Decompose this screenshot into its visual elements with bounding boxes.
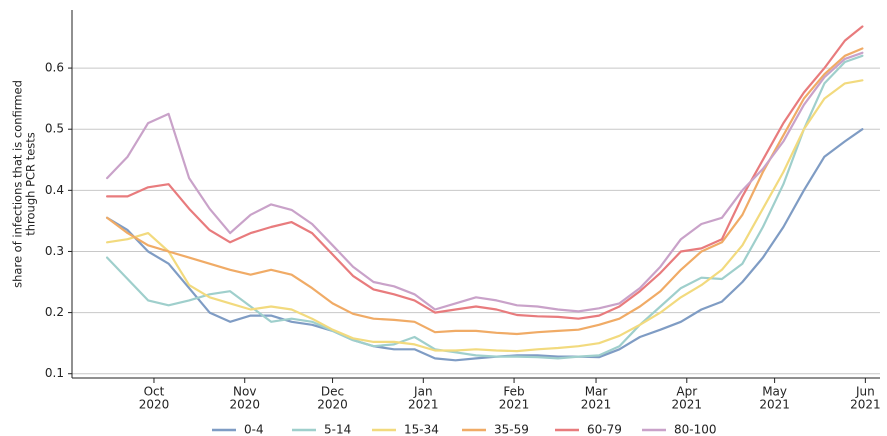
y-axis-label-line: through PCR tests — [24, 132, 38, 236]
x-tick-label: 2021 — [759, 398, 790, 412]
series-line — [106, 25, 864, 320]
legend-label: 15-34 — [404, 423, 439, 436]
x-tick-label: Apr — [676, 385, 697, 399]
series-line — [106, 47, 864, 336]
legend-label: 0-4 — [244, 423, 264, 436]
x-tick-label: 2021 — [408, 398, 439, 412]
x-tick-label: 2021 — [850, 398, 881, 412]
series-line — [106, 128, 864, 362]
series-line — [106, 79, 864, 353]
x-tick-label: May — [762, 385, 787, 399]
legend-label: 5-14 — [324, 423, 351, 436]
x-tick-label: 2020 — [139, 398, 170, 412]
x-tick-label: 2020 — [317, 398, 348, 412]
y-tick-label: 0.5 — [45, 122, 64, 136]
x-tick-label: 2021 — [499, 398, 530, 412]
y-tick-label: 0.2 — [45, 305, 64, 319]
series-line — [106, 51, 864, 313]
y-axis-label-line: share of infections that is confirmed — [11, 80, 25, 288]
series-line — [106, 54, 864, 360]
legend-label: 80-100 — [674, 423, 717, 436]
x-tick-label: Oct — [144, 385, 165, 399]
x-tick-label: 2021 — [672, 398, 703, 412]
y-tick-label: 0.4 — [45, 183, 64, 197]
y-axis-label: share of infections that is confirmed thr… — [11, 80, 38, 288]
x-tick-label: Jun — [855, 385, 875, 399]
legend-label: 60-79 — [587, 423, 622, 436]
x-tick-label: 2021 — [581, 398, 612, 412]
x-tick-label: Dec — [321, 385, 344, 399]
x-tick-label: 2020 — [229, 398, 260, 412]
y-tick-label: 0.6 — [45, 61, 64, 75]
y-tick-label: 0.3 — [45, 244, 64, 258]
x-tick-label: Mar — [585, 385, 608, 399]
y-tick-label: 0.1 — [45, 366, 64, 380]
legend-label: 35-59 — [494, 423, 529, 436]
x-tick-label: Feb — [503, 385, 524, 399]
x-tick-label: Nov — [233, 385, 256, 399]
x-tick-label: Jan — [413, 385, 433, 399]
